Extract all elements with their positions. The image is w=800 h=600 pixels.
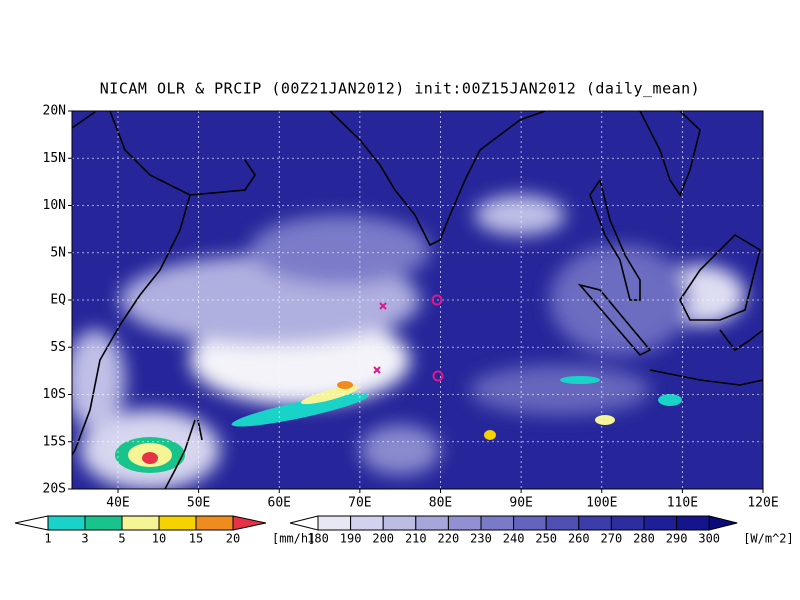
lat-label: 5S	[50, 340, 66, 355]
scale-label: 300	[698, 532, 720, 546]
scale-label: 1	[44, 532, 51, 546]
lat-label: 15S	[43, 434, 66, 449]
lon-label: 90E	[509, 496, 532, 511]
scale-box	[350, 515, 384, 531]
scale-label: 210	[405, 532, 427, 546]
lon-label: 60E	[268, 496, 291, 511]
lat-label: 5N	[50, 245, 66, 260]
scale-box	[84, 515, 123, 531]
graticule	[72, 111, 763, 489]
lon-label: 50E	[187, 496, 210, 511]
map-field	[72, 111, 763, 489]
scale-unit: [W/m^2]	[743, 532, 794, 546]
lon-label: 120E	[747, 496, 778, 511]
scale-arrow-left	[289, 515, 319, 531]
color-scales: 1 3 5 10 15 20 [mm/h]180 190 200 210 220 230 240 250 2…	[14, 515, 794, 546]
lon-label: 100E	[586, 496, 617, 511]
scale-label: 250	[535, 532, 557, 546]
scale-box	[317, 515, 352, 531]
scale-label: 200	[372, 532, 394, 546]
lat-label: EQ	[50, 293, 66, 308]
axes: 20N 15N 10N 5N EQ 5S 10S 15S 20S 40E 50E 60E 70E 80E 9…	[43, 104, 779, 511]
scale-label: 280	[633, 532, 655, 546]
scale-label: 15	[189, 532, 203, 546]
scale-box	[382, 515, 417, 531]
scale-label: 260	[568, 532, 590, 546]
scale-label: 230	[470, 532, 492, 546]
lon-label: 70E	[348, 496, 371, 511]
scale-box	[195, 515, 234, 531]
scale-arrow-right	[232, 515, 267, 531]
lon-label: 80E	[429, 496, 452, 511]
lat-label: 10S	[43, 387, 66, 402]
scale-box	[158, 515, 197, 531]
lat-label: 15N	[43, 151, 66, 166]
scale-box	[578, 515, 612, 531]
scale-label: 290	[666, 532, 688, 546]
scale-label: 5	[118, 532, 125, 546]
lon-label: 110E	[667, 496, 698, 511]
coastlines	[72, 111, 763, 489]
scale-box	[513, 515, 547, 531]
scale-box	[643, 515, 678, 531]
scale-label: 180	[307, 532, 329, 546]
markers	[373, 294, 444, 382]
scale-box	[545, 515, 580, 531]
lat-label: 20N	[43, 104, 66, 119]
scale-label: 10	[152, 532, 166, 546]
scale-unit: [mm/h]	[272, 532, 315, 546]
scale-box	[121, 515, 160, 531]
precip-patches	[115, 376, 682, 473]
scale-label: 20	[226, 532, 240, 546]
scale-box	[480, 515, 515, 531]
scale-arrow-left	[14, 515, 49, 531]
scale-box	[415, 515, 449, 531]
scale-label: 3	[81, 532, 88, 546]
lat-label: 10N	[43, 198, 66, 213]
map-title: NICAM OLR & PRCIP (00Z21JAN2012) init:00…	[100, 80, 700, 98]
scale-box	[610, 515, 645, 531]
scale-box	[676, 515, 710, 531]
scale-label: 240	[503, 532, 525, 546]
scale-label: 220	[438, 532, 460, 546]
scale-box	[447, 515, 482, 531]
scale-box	[47, 515, 86, 531]
scale-label: 270	[601, 532, 623, 546]
scale-arrow-right	[708, 515, 738, 531]
lon-label: 40E	[106, 496, 129, 511]
lat-label: 20S	[43, 482, 66, 497]
scale-label: 190	[340, 532, 362, 546]
